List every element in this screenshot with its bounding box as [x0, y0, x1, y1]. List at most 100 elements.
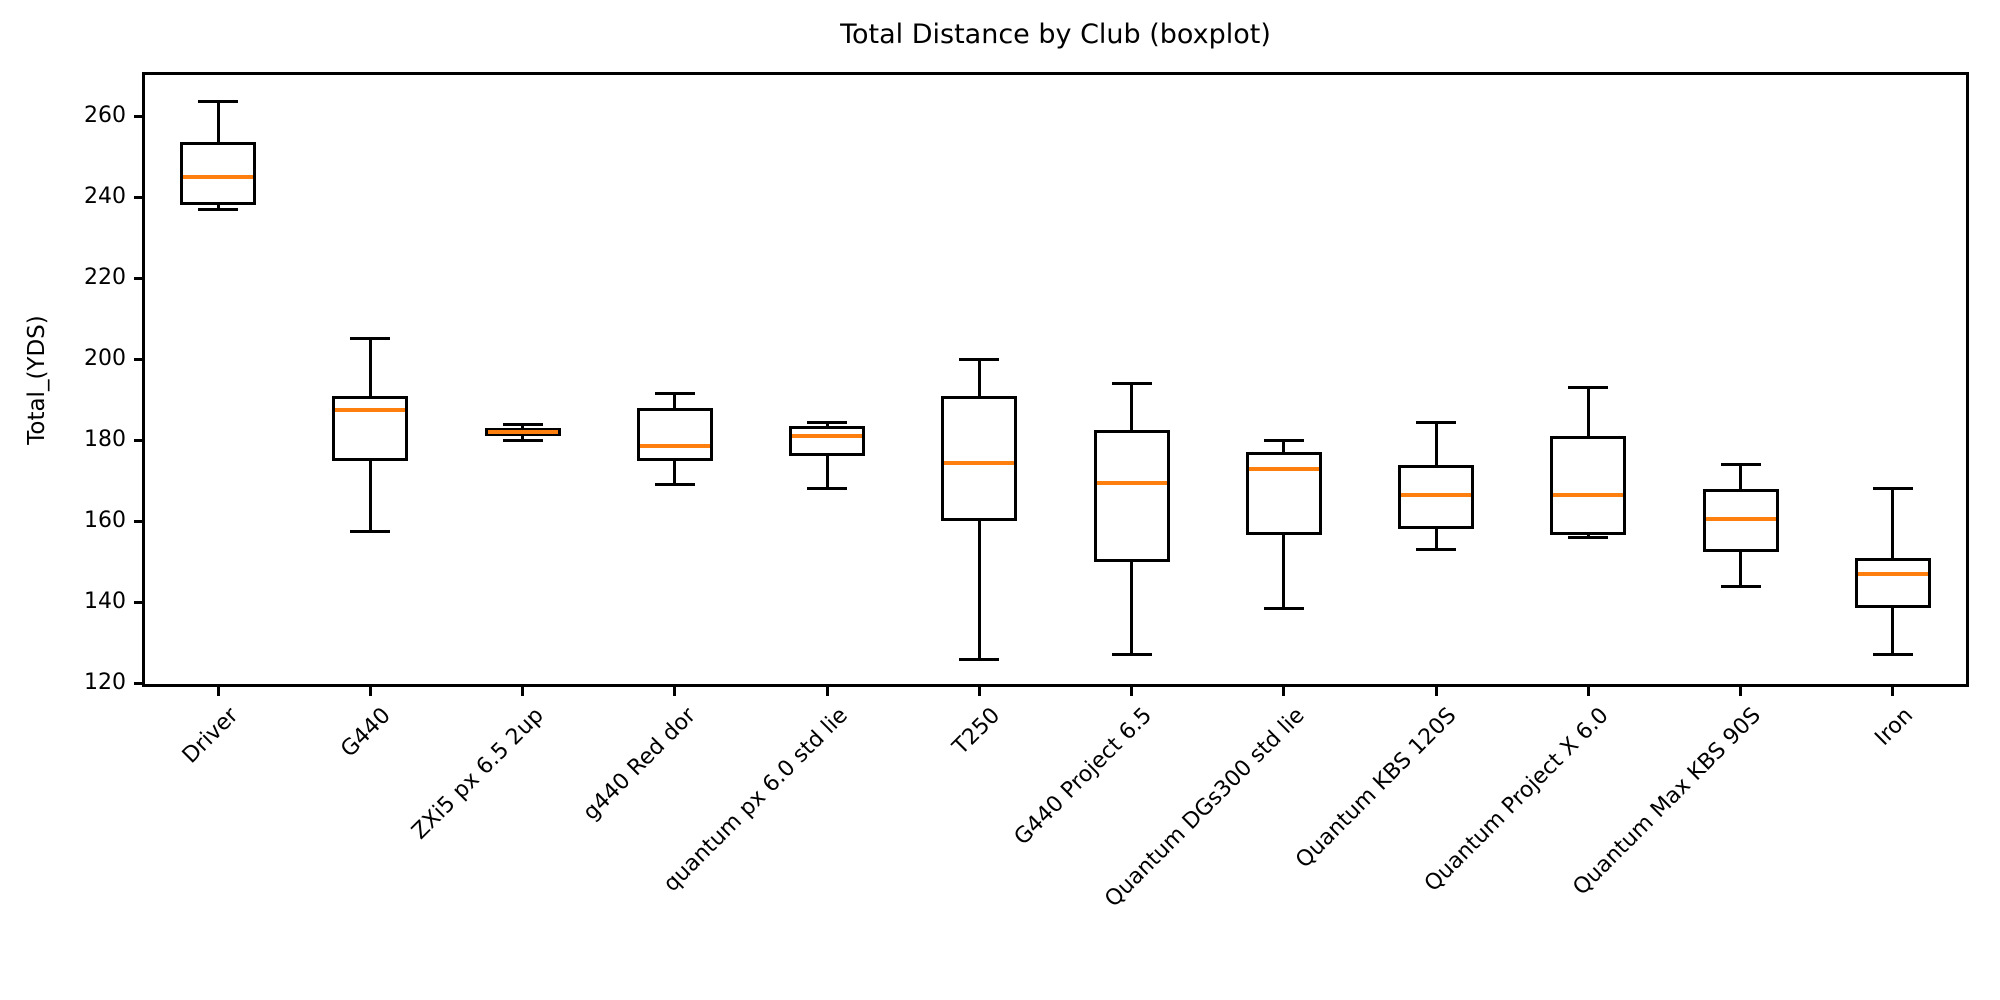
boxplot-whisker-lower: [1282, 535, 1286, 609]
boxplot-cap-upper: [1872, 487, 1913, 491]
boxplot-cap-lower: [350, 529, 391, 533]
boxplot-cap-upper: [502, 422, 543, 426]
boxplot-median: [1857, 571, 1928, 576]
x-tick-mark: [216, 687, 220, 696]
y-tick-mark: [134, 519, 142, 523]
boxplot-whisker-lower: [673, 460, 677, 485]
y-tick-mark: [134, 681, 142, 685]
x-tick-mark: [1739, 687, 1743, 696]
boxplot-cap-lower: [1872, 653, 1913, 657]
boxplot-median: [1248, 466, 1319, 471]
boxplot-cap-upper: [1416, 420, 1457, 424]
boxplot-whisker-lower: [1891, 608, 1895, 655]
y-tick-label: 120: [84, 670, 126, 696]
boxplot-whisker-lower: [1739, 551, 1743, 587]
boxplot-cap-upper: [1568, 386, 1609, 390]
x-tick-mark: [673, 687, 677, 696]
boxplot-box: [332, 395, 409, 461]
y-tick-mark: [134, 438, 142, 442]
plot-area: [142, 72, 1969, 687]
boxplot-cap-upper: [1720, 463, 1761, 467]
boxplot-cap-upper: [1111, 382, 1152, 386]
x-tick-mark: [1891, 687, 1895, 696]
boxplot-box: [1702, 488, 1779, 552]
y-tick-label: 240: [84, 184, 126, 210]
boxplot-box: [941, 395, 1018, 522]
boxplot-box: [1550, 436, 1627, 536]
x-tick-label: G440 Project 6.5: [1010, 703, 1158, 851]
boxplot-whisker-lower: [216, 205, 220, 210]
y-tick-mark: [134, 276, 142, 280]
boxplot-cap-lower: [198, 207, 239, 211]
boxplot-cap-lower: [1111, 653, 1152, 657]
y-tick-mark: [134, 357, 142, 361]
chart-title: Total Distance by Club (boxplot): [840, 19, 1271, 50]
x-tick-label: Driver: [178, 703, 244, 769]
boxplot-cap-lower: [502, 438, 543, 442]
boxplot-box: [1854, 557, 1931, 609]
x-tick-label: Iron: [1870, 703, 1919, 751]
boxplot-cap-upper: [654, 392, 695, 396]
x-tick-label: ZXi5 px 6.5 2up: [406, 703, 549, 845]
x-tick-mark: [1586, 687, 1590, 696]
boxplot-whisker-upper: [368, 338, 372, 396]
boxplot-box: [1398, 464, 1475, 530]
boxplot-whisker-upper: [521, 424, 525, 429]
boxplot-median: [487, 430, 558, 435]
boxplot-box: [789, 426, 866, 457]
y-tick-label: 260: [84, 103, 126, 129]
boxplot-box: [180, 142, 257, 206]
y-tick-mark: [134, 600, 142, 604]
y-tick-label: 160: [84, 508, 126, 534]
boxplot-cap-upper: [198, 100, 239, 104]
boxplot-whisker-lower: [825, 456, 829, 489]
boxplot-cap-lower: [807, 487, 848, 491]
boxplot-median: [183, 174, 254, 179]
boxplot-whisker-upper: [1282, 440, 1286, 453]
boxplot-cap-upper: [350, 337, 391, 341]
boxplot-whisker-lower: [1130, 561, 1134, 655]
y-tick-label: 180: [84, 427, 126, 453]
boxplot-cap-upper: [1263, 438, 1304, 442]
boxplot-median: [1096, 480, 1167, 485]
boxplot-whisker-upper: [825, 422, 829, 427]
boxplot-whisker-upper: [1586, 387, 1590, 437]
y-tick-label: 140: [84, 589, 126, 615]
boxplot-median: [1553, 492, 1624, 497]
boxplot-whisker-upper: [1434, 422, 1438, 465]
boxplot-whisker-lower: [1434, 529, 1438, 550]
x-tick-label: g440 Red dor: [578, 703, 701, 826]
boxplot-box: [636, 407, 713, 461]
boxplot-box: [1245, 452, 1322, 536]
y-tick-label: 200: [84, 346, 126, 372]
boxplot-cap-upper: [959, 357, 1000, 361]
x-tick-label: T250: [948, 703, 1006, 760]
boxplot-whisker-lower: [521, 436, 525, 441]
x-tick-mark: [977, 687, 981, 696]
boxplot-cap-lower: [1568, 536, 1609, 539]
y-tick-mark: [134, 114, 142, 118]
x-tick-mark: [1434, 687, 1438, 696]
boxplot-cap-lower: [1263, 606, 1304, 610]
boxplot-box: [1093, 430, 1170, 562]
x-tick-mark: [1130, 687, 1134, 696]
x-tick-mark: [521, 687, 525, 696]
boxplot-median: [944, 460, 1015, 465]
x-tick-label: Quantum KBS 120S: [1291, 703, 1462, 874]
boxplot-whisker-upper: [1739, 464, 1743, 489]
boxplot-median: [1401, 492, 1472, 497]
y-tick-label: 220: [84, 265, 126, 291]
boxplot-whisker-upper: [216, 101, 220, 143]
x-tick-mark: [825, 687, 829, 696]
x-tick-label: G440: [336, 703, 397, 763]
boxplot-cap-lower: [654, 483, 695, 487]
boxplot-whisker-upper: [1891, 488, 1895, 558]
boxplot-cap-lower: [1416, 548, 1457, 552]
boxplot-median: [1705, 517, 1776, 522]
boxplot-whisker-upper: [977, 359, 981, 396]
boxplot-whisker-lower: [368, 460, 372, 532]
boxplot-box: [484, 428, 561, 437]
x-tick-mark: [1282, 687, 1286, 696]
x-tick-mark: [368, 687, 372, 696]
